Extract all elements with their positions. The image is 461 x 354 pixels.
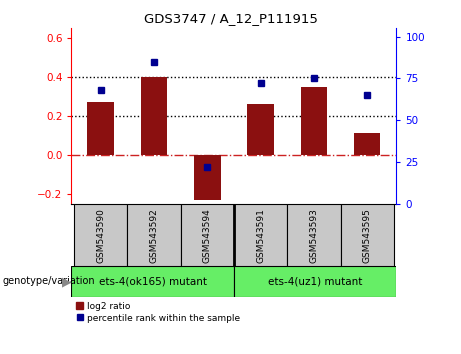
Legend: log2 ratio, percentile rank within the sample: log2 ratio, percentile rank within the s… — [76, 302, 240, 322]
Bar — [234, 204, 287, 266]
Text: GSM543592: GSM543592 — [149, 209, 159, 263]
Text: GSM543593: GSM543593 — [309, 209, 319, 263]
Bar — [71, 266, 234, 297]
Text: GSM543590: GSM543590 — [96, 209, 105, 263]
Bar — [181, 204, 234, 266]
Bar — [354, 133, 380, 155]
Bar — [141, 77, 167, 155]
Bar — [194, 155, 221, 200]
Text: GDS3747 / A_12_P111915: GDS3747 / A_12_P111915 — [143, 12, 318, 25]
Text: GSM543591: GSM543591 — [256, 209, 265, 263]
Bar — [247, 104, 274, 155]
Text: ets-4(uz1) mutant: ets-4(uz1) mutant — [268, 276, 362, 286]
Text: ▶: ▶ — [62, 275, 71, 288]
Text: GSM543595: GSM543595 — [363, 209, 372, 263]
Text: ets-4(ok165) mutant: ets-4(ok165) mutant — [99, 276, 207, 286]
Text: genotype/variation: genotype/variation — [2, 276, 95, 286]
Bar — [287, 204, 341, 266]
Text: GSM543594: GSM543594 — [203, 209, 212, 263]
Bar — [127, 204, 181, 266]
Bar — [234, 266, 396, 297]
Bar — [74, 204, 127, 266]
Bar — [301, 87, 327, 155]
Bar — [341, 204, 394, 266]
Bar — [88, 102, 114, 155]
